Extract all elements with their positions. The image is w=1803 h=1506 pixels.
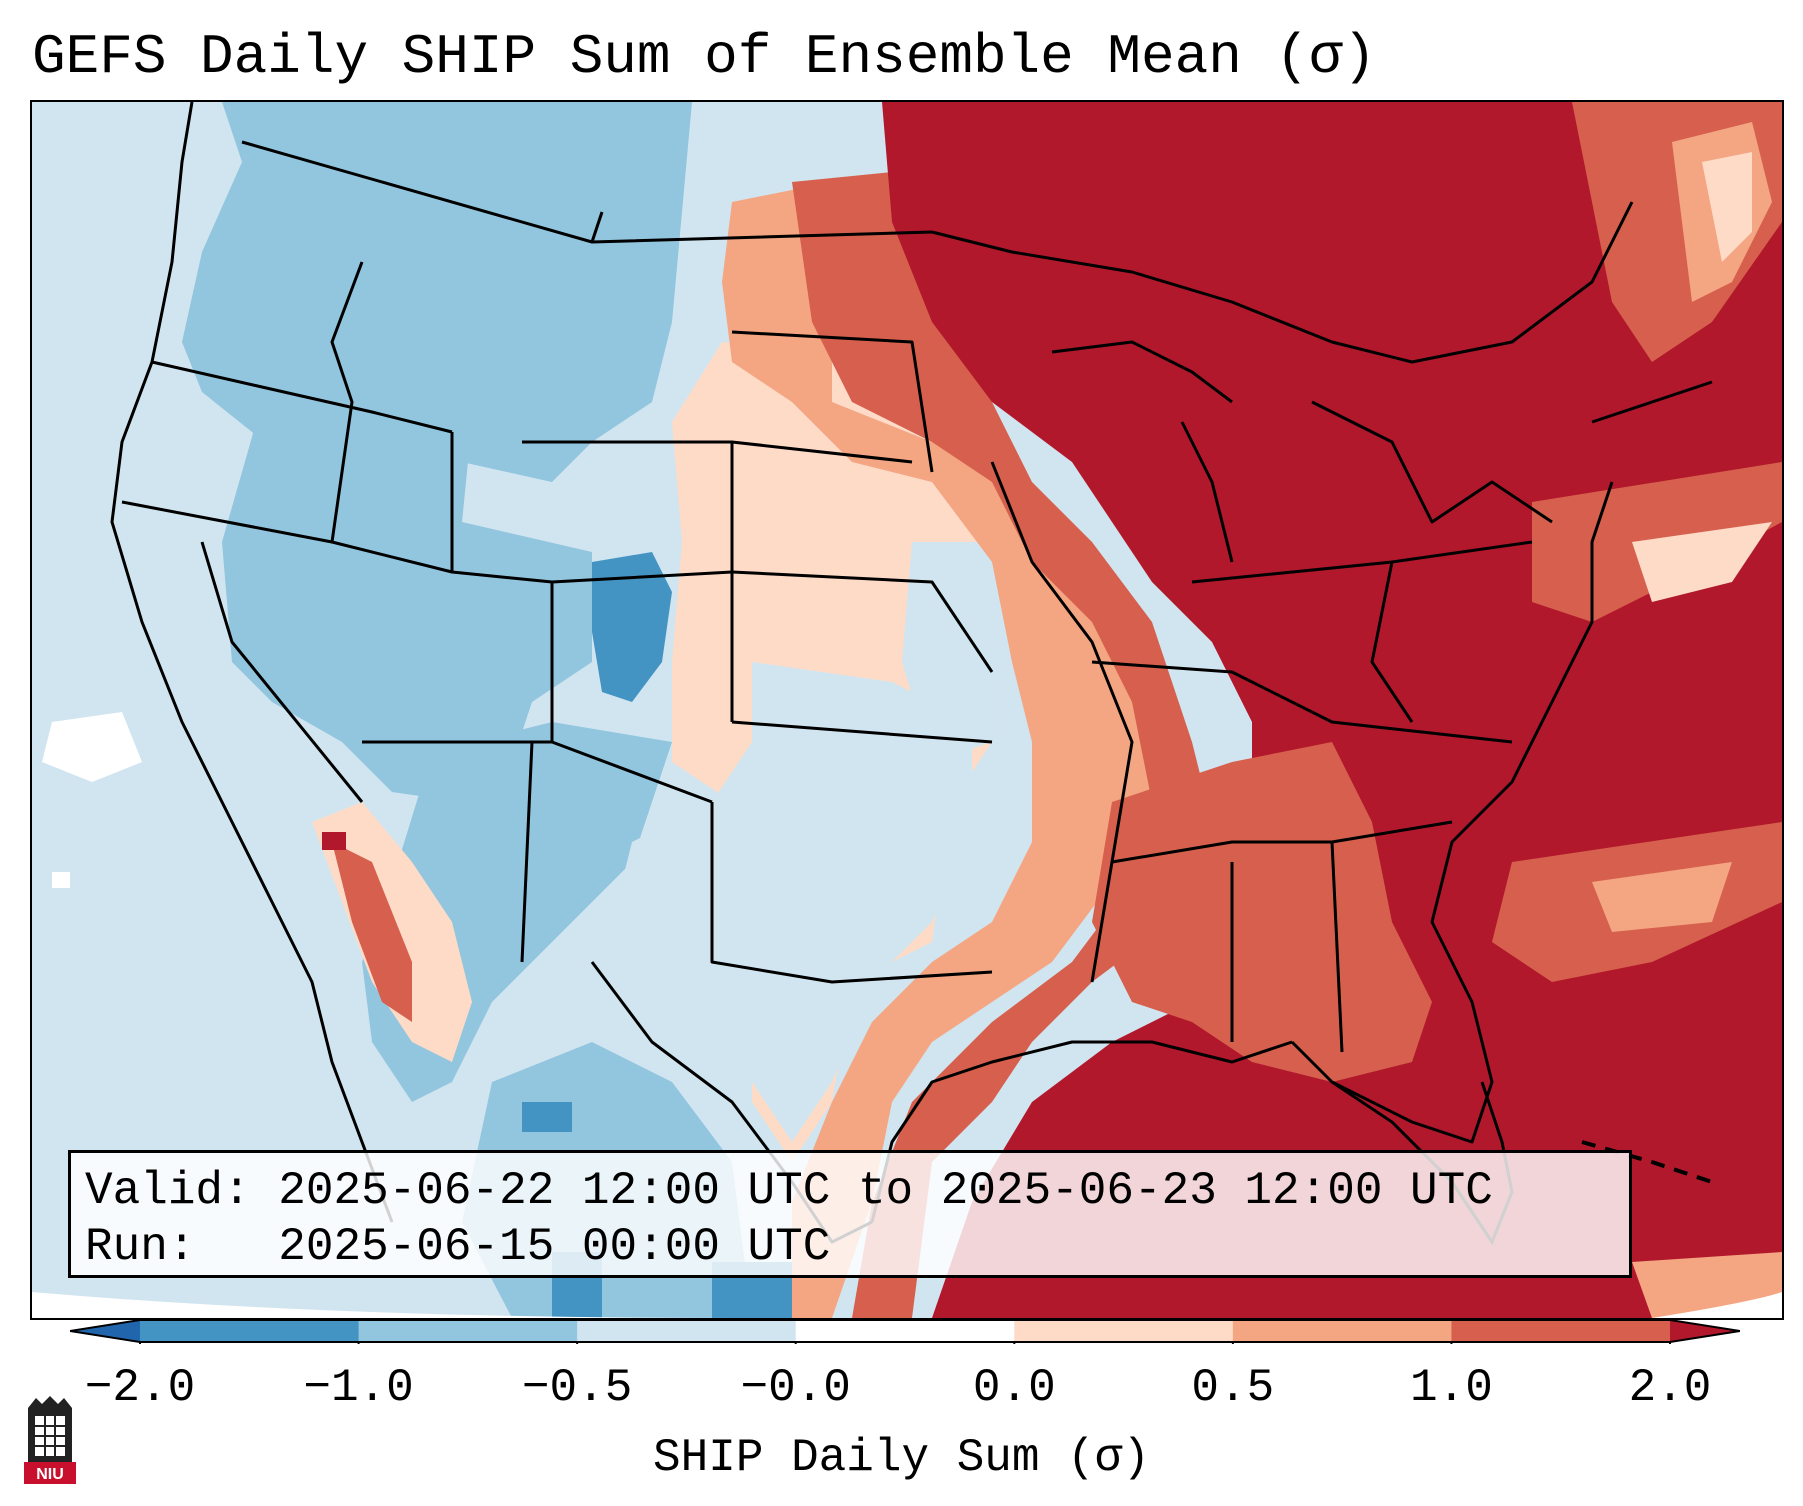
- colorbar-segment: [795, 1320, 1015, 1342]
- nm-az-divide: [520, 741, 534, 963]
- tn-border: [1111, 820, 1453, 864]
- colorbar: [70, 1319, 1740, 1344]
- colorbar-tick-label: −1.0: [303, 1362, 414, 1414]
- az-nm-border: [362, 740, 713, 804]
- niu-logo: NIU: [24, 1396, 76, 1484]
- or-wa-border: [151, 360, 453, 434]
- ca-nv-border: [200, 541, 364, 803]
- run-row: Run: 2025-06-15 00:00 UTC: [85, 1219, 1615, 1275]
- page-title: GEFS Daily SHIP Sum of Ensemble Mean (σ): [32, 25, 1377, 89]
- region-missouri: [902, 542, 1012, 762]
- west-coastline: [110, 102, 394, 1223]
- ne-ks-border: [731, 570, 994, 673]
- region-texas-oklahoma: [612, 662, 972, 1142]
- run-label: Run:: [85, 1221, 196, 1273]
- colorbar-tick-label: 1.0: [1410, 1362, 1493, 1414]
- mt-border: [590, 211, 604, 243]
- id-border: [330, 261, 364, 543]
- great-lakes-shore: [1311, 400, 1553, 524]
- region-atlantic-salmon-south: [1592, 862, 1732, 932]
- colorbar-tick-label: 0.0: [972, 1362, 1056, 1414]
- lake-superior: [1051, 340, 1233, 404]
- valid-range: 2025-06-22 12:00 UTC to 2025-06-23 12:00…: [278, 1165, 1493, 1217]
- colorbar-label: SHIP Daily Sum (σ): [653, 1432, 1150, 1484]
- ky-border: [1091, 660, 1513, 744]
- wv-border: [1370, 561, 1414, 723]
- colorbar-tick-label: −2.0: [84, 1362, 196, 1414]
- run-time: 2025-06-15 00:00 UTC: [278, 1221, 831, 1273]
- colorbar-tick-label: −0.5: [521, 1362, 633, 1414]
- gulf-coast: [870, 1040, 1293, 1223]
- colorbar-extend-high: [1670, 1320, 1740, 1342]
- valid-label: Valid:: [85, 1165, 251, 1217]
- colorbar-segment: [1014, 1320, 1234, 1342]
- projection-edge-right: [1652, 1292, 1782, 1318]
- region-salmon-band: [722, 182, 1152, 1318]
- atlantic-coast: [1290, 481, 1614, 1144]
- nd-sd-border: [731, 330, 934, 473]
- ok-tx-border: [710, 802, 993, 984]
- niu-logo-text: NIU: [36, 1466, 64, 1483]
- region-great-basin: [222, 362, 592, 802]
- ga-al-border: [1330, 841, 1344, 1053]
- region-northeast-pink: [1702, 152, 1752, 262]
- region-socal-coral: [332, 842, 412, 1022]
- valid-row: Valid: 2025-06-22 12:00 UTC to 2025-06-2…: [85, 1163, 1615, 1219]
- ut-border: [450, 432, 554, 742]
- region-southeast-coral: [1092, 742, 1432, 1082]
- colorbar-extend-low: [70, 1320, 140, 1342]
- colorbar-segment: [1232, 1320, 1452, 1342]
- map-svg: [32, 102, 1782, 1318]
- canada-border-east: [931, 201, 1634, 364]
- colorbar-segment: [358, 1320, 578, 1342]
- bahamas: [1581, 1140, 1713, 1184]
- patch-white-offshore: [42, 712, 142, 782]
- colorbar-ticks: −2.0 −1.0 −0.5 −0.0 0.0 0.5 1.0 2.0: [0, 1360, 1803, 1420]
- colorbar-tick-label: −0.0: [740, 1362, 851, 1414]
- mississippi-river: [990, 461, 1134, 983]
- validity-box: Valid: 2025-06-22 12:00 UTC to 2025-06-2…: [68, 1150, 1632, 1278]
- region-atlantic-pink-north: [1632, 522, 1772, 602]
- patch-dark-blue-mexico: [522, 1102, 572, 1132]
- patch-white-small: [52, 872, 70, 888]
- region-coral-band: [792, 162, 1212, 1318]
- region-east-dark-red: [882, 102, 1782, 1318]
- colorbar-tick-label: 2.0: [1628, 1362, 1712, 1414]
- colorbar-segment: [140, 1320, 360, 1342]
- map-panel: [30, 100, 1784, 1320]
- colorbar-tick-label: 0.5: [1191, 1362, 1275, 1414]
- ks-ok-border: [731, 720, 993, 744]
- colorbar-segments: [70, 1319, 1740, 1344]
- sd-ne-border: [731, 440, 913, 464]
- lake-michigan: [1180, 421, 1234, 563]
- new-england-border: [1591, 380, 1713, 424]
- region-colorado-core: [592, 552, 672, 702]
- projection-edge-left: [32, 1292, 732, 1318]
- colorbar-segment: [577, 1320, 797, 1342]
- colorbar-segment: [1451, 1320, 1671, 1342]
- boundaries: [110, 102, 1713, 1244]
- patch-socal-dark-red: [322, 832, 346, 850]
